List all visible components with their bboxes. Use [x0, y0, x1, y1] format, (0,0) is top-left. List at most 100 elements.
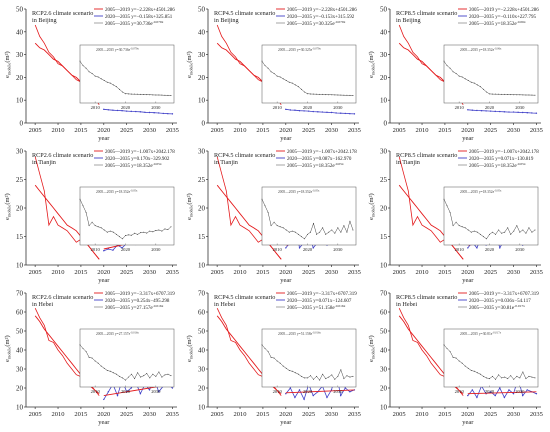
y-tick-label: 50: [380, 6, 388, 14]
data-point: [135, 110, 137, 113]
data-point: [494, 394, 496, 397]
inset-data-point: [513, 378, 515, 380]
inset-data-point: [452, 225, 454, 227]
inset-data-point: [94, 225, 96, 227]
inset-data-point: [507, 227, 509, 229]
inset-data-point: [270, 71, 272, 73]
inset-data-point: [443, 344, 445, 346]
data-point: [116, 394, 119, 397]
x-axis-label: year: [462, 277, 474, 284]
y-tick-label: 20: [380, 385, 388, 393]
inset-data-point: [516, 94, 518, 96]
scenario-region: in Beijing: [32, 17, 57, 24]
inset-data-point: [488, 378, 490, 380]
inset-data-point: [334, 378, 336, 380]
x-tick-label: 2025: [120, 411, 133, 418]
y-tick-label: 10: [16, 97, 24, 105]
x-tick-label: 2020: [461, 269, 474, 276]
inset-data-point: [79, 198, 81, 200]
data-point: [289, 387, 292, 389]
inset-data-point: [346, 231, 348, 233]
inset-data-point: [513, 94, 515, 96]
data-point: [294, 396, 296, 399]
data-point: [303, 398, 305, 401]
data-point: [303, 110, 305, 112]
inset-data-point: [279, 226, 281, 228]
inset-data-point: [531, 231, 533, 233]
x-tick-label: 2020: [279, 269, 292, 276]
inset-data-point: [291, 82, 293, 84]
inset-data-point: [79, 60, 81, 62]
inset-data-point: [131, 93, 133, 95]
data-point: [489, 391, 492, 393]
inset-data-point: [94, 360, 96, 362]
inset-data-point: [285, 80, 287, 82]
x-tick-label: 2010: [234, 127, 247, 134]
x-tick-label: 2005: [393, 411, 406, 418]
legend-entry: 2005—2019 y=−3.317x+6707.319: [287, 292, 357, 297]
legend-entry: 2005—2035 y=51.158e-0.016x: [287, 304, 346, 311]
y-axis-label: emobile(m²): [368, 193, 376, 220]
data-point: [112, 249, 114, 251]
inset-data-point: [352, 94, 354, 96]
x-tick-label: 2035: [166, 269, 179, 276]
inset-data-point: [164, 374, 166, 376]
inset-frame: [79, 328, 175, 388]
data-point: [476, 109, 478, 112]
data-point: [103, 398, 105, 401]
data-point: [130, 110, 132, 113]
y-tick-label: 40: [16, 347, 24, 355]
data-point: [512, 393, 515, 395]
data-point: [107, 391, 110, 393]
inset-data-point: [522, 371, 524, 373]
inset-data-point: [155, 229, 157, 231]
inset-data-point: [282, 78, 284, 80]
data-point: [521, 111, 524, 114]
inset-data-point: [313, 378, 315, 380]
inset-data-point: [340, 231, 342, 233]
inset-data-point: [461, 76, 463, 78]
inset-data-point: [522, 229, 524, 231]
y-tick-label: 10: [380, 262, 388, 270]
inset-label: 2005—2035 y=51.158e-0.016x: [278, 332, 321, 337]
inset-data-point: [291, 230, 293, 232]
inset-data-point: [513, 230, 515, 232]
inset-data-point: [109, 82, 111, 84]
inset-data-point: [488, 93, 490, 95]
inset-data-point: [91, 72, 93, 74]
inset-data-point: [261, 198, 263, 200]
inset-data-point: [300, 375, 302, 377]
data-point: [508, 111, 510, 113]
inset-data-point: [322, 93, 324, 95]
y-tick-label: 10: [16, 404, 24, 412]
inset-data-point: [313, 222, 315, 224]
legend-entry: 2005—2035 y=27.157e-0.016x: [105, 304, 164, 311]
inset-data-point: [495, 233, 497, 235]
inset-data-point: [352, 375, 354, 377]
data-point: [339, 394, 342, 397]
inset-data-point: [115, 86, 117, 88]
inset-data-point: [146, 372, 148, 374]
y-tick-label: 20: [198, 74, 206, 82]
inset-data-point: [273, 72, 275, 74]
x-axis-label: year: [280, 419, 292, 426]
inset-data-point: [482, 375, 484, 377]
data-point: [289, 109, 292, 111]
inset-data-point: [464, 227, 466, 229]
x-axis-label: year: [98, 277, 110, 284]
inset-data-point: [161, 230, 163, 232]
inset-data-point: [85, 67, 87, 69]
data-point: [148, 111, 151, 114]
inset-data-point: [297, 373, 299, 375]
inset-data-point: [325, 94, 327, 96]
inset-data-point: [103, 229, 105, 231]
inset-data-point: [306, 377, 308, 379]
inset-data-point: [264, 65, 266, 67]
inset-data-point: [531, 376, 533, 378]
inset-data-point: [488, 233, 490, 235]
y-tick-label: 20: [16, 385, 24, 393]
inset-data-point: [446, 205, 448, 207]
series-line-3: [103, 108, 173, 115]
legend-entry: 2020—2035 y=−0.110x+227.795: [469, 15, 537, 20]
